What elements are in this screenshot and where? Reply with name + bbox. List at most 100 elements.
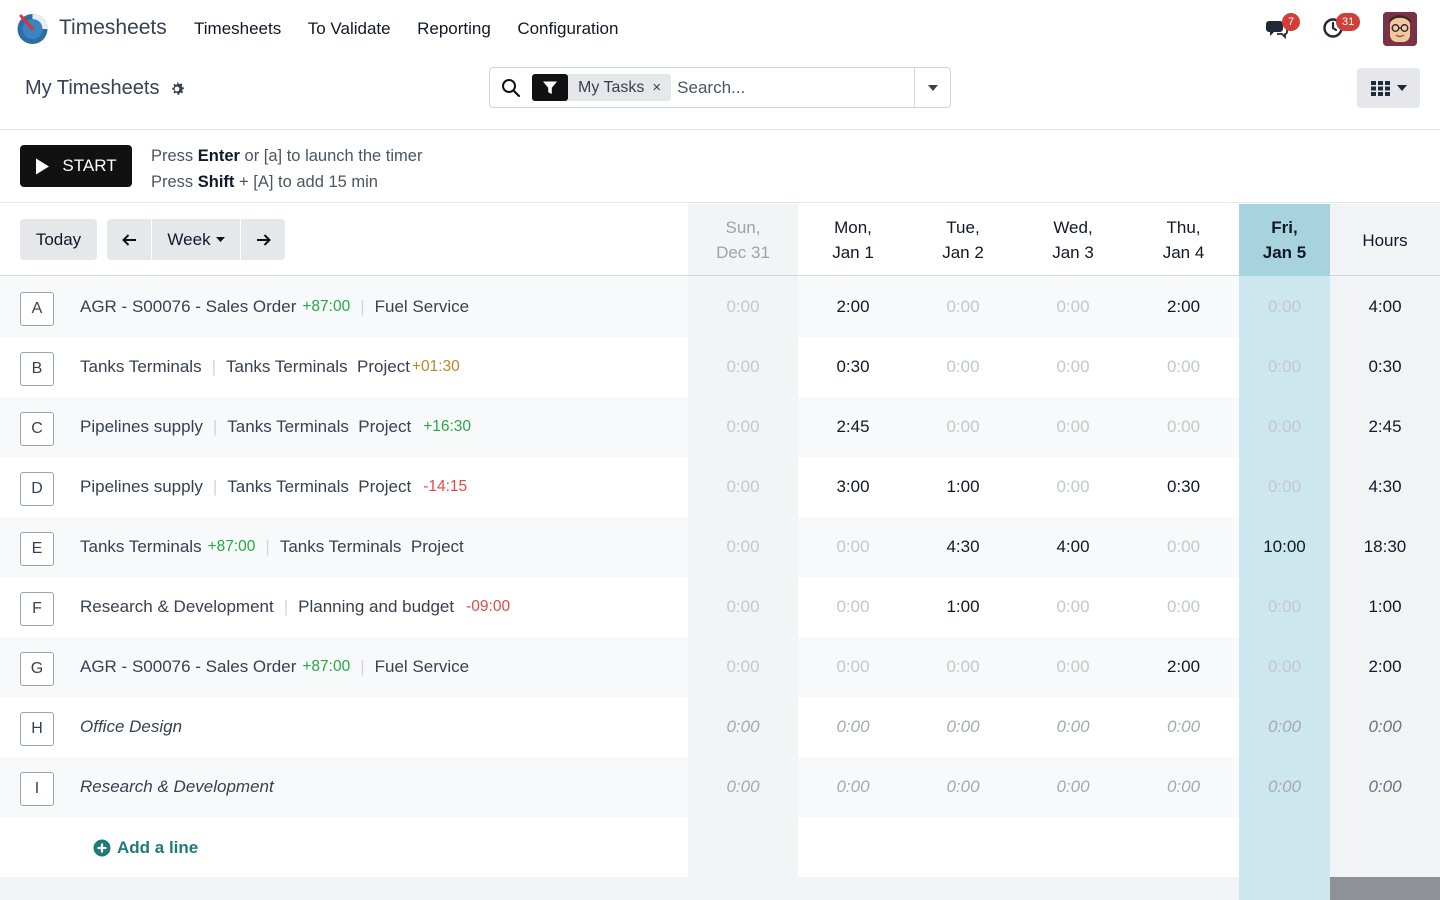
time-cell[interactable]: 0:00 xyxy=(1267,657,1302,676)
time-cell[interactable]: 1:00 xyxy=(946,597,980,616)
row-stripe xyxy=(798,517,1239,577)
row-total-hours: 4:30 xyxy=(1368,477,1402,496)
previous-week-button[interactable] xyxy=(107,219,151,260)
time-cell[interactable]: 0:00 xyxy=(1166,597,1201,616)
time-cell[interactable]: 2:00 xyxy=(1166,657,1201,676)
time-cell[interactable]: 0:00 xyxy=(946,657,980,676)
row-shortcut-key[interactable]: G xyxy=(20,652,54,686)
time-cell[interactable]: 4:30 xyxy=(946,537,980,556)
weekend-column-bg xyxy=(688,204,798,900)
time-cell[interactable]: 0:00 xyxy=(1267,297,1302,316)
row-shortcut-key[interactable]: D xyxy=(20,472,54,506)
totals-row xyxy=(0,877,1440,900)
row-label[interactable]: AGR - S00076 - Sales Order +87:00 | Fuel Se… xyxy=(80,277,469,337)
time-cell[interactable]: 0:00 xyxy=(946,717,980,736)
time-cell[interactable]: 0:00 xyxy=(1056,777,1090,796)
start-timer-button[interactable]: START xyxy=(20,145,132,187)
time-cell[interactable]: 4:00 xyxy=(1056,537,1090,556)
time-cell[interactable]: 0:00 xyxy=(726,597,760,616)
next-week-button[interactable] xyxy=(241,219,285,260)
facet-remove-button[interactable]: × xyxy=(652,79,662,96)
time-cell[interactable]: 0:00 xyxy=(946,417,980,436)
row-shortcut-key[interactable]: C xyxy=(20,412,54,446)
time-cell[interactable]: 2:00 xyxy=(1166,297,1201,316)
row-shortcut-key[interactable]: A xyxy=(20,292,54,326)
search-options-toggle[interactable] xyxy=(914,68,950,107)
time-cell[interactable]: 0:00 xyxy=(726,657,760,676)
time-cell[interactable]: 0:00 xyxy=(1267,597,1302,616)
gear-icon[interactable] xyxy=(169,81,185,97)
time-cell[interactable]: 0:00 xyxy=(836,537,870,556)
time-cell[interactable]: 0:00 xyxy=(1166,717,1201,736)
time-cell[interactable]: 0:00 xyxy=(726,357,760,376)
time-cell[interactable]: 0:00 xyxy=(946,297,980,316)
row-shortcut-key[interactable]: B xyxy=(20,352,54,386)
app-name[interactable]: Timesheets xyxy=(59,16,167,39)
time-cell[interactable]: 0:00 xyxy=(1267,717,1302,736)
search-icon-wrap[interactable] xyxy=(490,68,532,107)
time-cell[interactable]: 0:00 xyxy=(726,417,760,436)
row-label[interactable]: Research & Development xyxy=(80,757,274,817)
row-shortcut-key[interactable]: H xyxy=(20,712,54,746)
time-cell[interactable]: 0:00 xyxy=(726,717,760,736)
row-shortcut-key[interactable]: F xyxy=(20,592,54,626)
time-cell[interactable]: 0:00 xyxy=(1166,777,1201,796)
arrow-right-icon xyxy=(256,233,271,246)
time-cell[interactable]: 0:00 xyxy=(1267,417,1302,436)
task-name: Fuel Service xyxy=(374,657,470,676)
row-label[interactable]: AGR - S00076 - Sales Order +87:00 | Fuel Se… xyxy=(80,637,469,697)
time-cell[interactable]: 0:00 xyxy=(726,477,760,496)
row-total-hours: 2:45 xyxy=(1368,417,1402,436)
time-cell[interactable]: 0:00 xyxy=(1056,657,1090,676)
time-cell[interactable]: 0:00 xyxy=(1166,417,1201,436)
time-cell[interactable]: 0:00 xyxy=(1166,357,1201,376)
menu-item-reporting[interactable]: Reporting xyxy=(417,19,491,38)
row-shortcut-key[interactable]: E xyxy=(20,532,54,566)
time-cell[interactable]: 0:00 xyxy=(1056,477,1090,496)
time-cell[interactable]: 3:00 xyxy=(836,477,870,496)
time-cell[interactable]: 2:00 xyxy=(836,297,870,316)
time-cell[interactable]: 0:00 xyxy=(726,777,760,796)
time-cell[interactable]: 0:00 xyxy=(1166,537,1201,556)
menu-item-configuration[interactable]: Configuration xyxy=(517,19,619,38)
time-cell[interactable]: 0:00 xyxy=(946,777,980,796)
time-cell[interactable]: 10:00 xyxy=(1263,537,1306,556)
row-label[interactable]: Office Design xyxy=(80,697,182,757)
label-separator: | xyxy=(211,357,216,376)
row-label[interactable]: Pipelines supply | Tanks Terminals Project… xyxy=(80,457,467,517)
search-input[interactable] xyxy=(677,72,908,103)
time-cell[interactable]: 0:00 xyxy=(836,777,870,796)
time-cell[interactable]: 0:00 xyxy=(836,657,870,676)
time-cell[interactable]: 1:00 xyxy=(946,477,980,496)
time-cell[interactable]: 0:00 xyxy=(1056,417,1090,436)
menu-item-timesheets[interactable]: Timesheets xyxy=(194,19,282,38)
menu-item-to-validate[interactable]: To Validate xyxy=(307,19,391,38)
time-cell[interactable]: 0:00 xyxy=(726,297,760,316)
time-cell[interactable]: 0:00 xyxy=(726,537,760,556)
time-cell[interactable]: 0:00 xyxy=(836,717,870,736)
row-label[interactable]: Pipelines supply | Tanks Terminals Project… xyxy=(80,397,471,457)
add-line-button[interactable]: Add a line xyxy=(93,838,198,858)
time-cell[interactable]: 0:00 xyxy=(1267,777,1302,796)
time-cell[interactable]: 0:30 xyxy=(836,357,870,376)
time-cell[interactable]: 0:00 xyxy=(1267,477,1302,496)
time-cell[interactable]: 0:00 xyxy=(836,597,870,616)
row-label[interactable]: Tanks Terminals | Tanks Terminals Project +… xyxy=(80,337,460,397)
row-shortcut-key[interactable]: I xyxy=(20,772,54,806)
row-label[interactable]: Research & Development | Planning and budg… xyxy=(80,577,510,637)
view-switcher-button[interactable] xyxy=(1357,68,1420,108)
timesheet-row: B Tanks Terminals | Tanks Terminals Project… xyxy=(0,337,1440,397)
time-cell[interactable]: 0:30 xyxy=(1166,477,1201,496)
range-dropdown-button[interactable]: Week xyxy=(152,219,240,260)
timesheets-app-icon[interactable] xyxy=(16,12,49,45)
time-cell[interactable]: 0:00 xyxy=(1056,297,1090,316)
user-avatar[interactable] xyxy=(1383,12,1417,46)
time-cell[interactable]: 0:00 xyxy=(1056,717,1090,736)
today-button[interactable]: Today xyxy=(20,219,97,260)
time-cell[interactable]: 0:00 xyxy=(1267,357,1302,376)
time-cell[interactable]: 2:45 xyxy=(836,417,870,436)
row-label[interactable]: Tanks Terminals +87:00 | Tanks Terminals Pr… xyxy=(80,517,464,577)
time-cell[interactable]: 0:00 xyxy=(1056,357,1090,376)
time-cell[interactable]: 0:00 xyxy=(946,357,980,376)
time-cell[interactable]: 0:00 xyxy=(1056,597,1090,616)
